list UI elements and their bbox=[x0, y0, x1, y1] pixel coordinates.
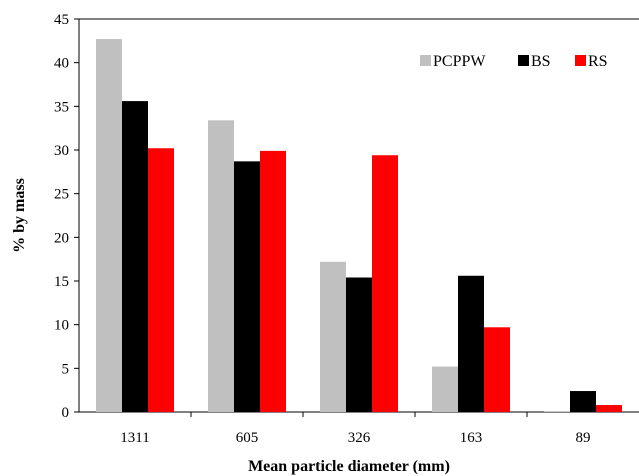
y-tick-label: 30 bbox=[54, 143, 69, 159]
bar-rs-163 bbox=[484, 327, 510, 412]
legend-label-rs: RS bbox=[588, 53, 608, 70]
legend: PCPPW BS RS bbox=[420, 53, 608, 70]
legend-label-pcppw: PCPPW bbox=[433, 53, 486, 70]
y-tick-label: 40 bbox=[54, 56, 69, 72]
legend-swatch-rs bbox=[575, 55, 586, 66]
bar-bs-326 bbox=[346, 277, 372, 412]
x-axis-ticks: 1311 605 326 163 89 bbox=[120, 412, 591, 446]
bar-bs-1311 bbox=[122, 101, 148, 413]
bars bbox=[96, 39, 622, 413]
x-tick-label: 1311 bbox=[120, 430, 149, 446]
y-tick-label: 10 bbox=[54, 318, 69, 334]
legend-label-bs: BS bbox=[531, 53, 551, 70]
bar-bs-89 bbox=[570, 391, 596, 412]
bar-pcppw-326 bbox=[320, 261, 346, 412]
x-tick-label: 163 bbox=[460, 430, 483, 446]
bar-bs-605 bbox=[234, 161, 260, 412]
x-axis-title: Mean particle diameter (mm) bbox=[248, 458, 450, 475]
y-tick-label: 0 bbox=[62, 405, 70, 421]
y-tick-label: 45 bbox=[54, 12, 69, 28]
y-axis-title: % by mass bbox=[11, 178, 28, 253]
bar-pcppw-1311 bbox=[96, 39, 122, 412]
y-tick-label: 5 bbox=[62, 361, 70, 377]
y-tick-label: 25 bbox=[54, 187, 69, 203]
x-tick-label: 326 bbox=[348, 430, 371, 446]
bar-rs-605 bbox=[260, 150, 286, 412]
bar-pcppw-89 bbox=[544, 411, 570, 412]
x-tick-label: 605 bbox=[236, 430, 259, 446]
bar-rs-326 bbox=[372, 155, 398, 413]
bar-bs-163 bbox=[458, 275, 484, 412]
y-tick-label: 35 bbox=[54, 99, 69, 115]
y-tick-label: 15 bbox=[54, 274, 69, 290]
legend-swatch-bs bbox=[518, 55, 529, 66]
bar-rs-1311 bbox=[148, 148, 174, 412]
bar-pcppw-163 bbox=[432, 366, 458, 412]
x-tick-label: 89 bbox=[576, 430, 591, 446]
bar-rs-89 bbox=[596, 405, 622, 412]
y-axis-ticks: 0 5 10 15 20 25 30 35 40 45 bbox=[54, 12, 79, 421]
bar-pcppw-605 bbox=[208, 120, 234, 412]
y-tick-label: 20 bbox=[54, 230, 69, 246]
legend-swatch-pcppw bbox=[420, 55, 431, 66]
